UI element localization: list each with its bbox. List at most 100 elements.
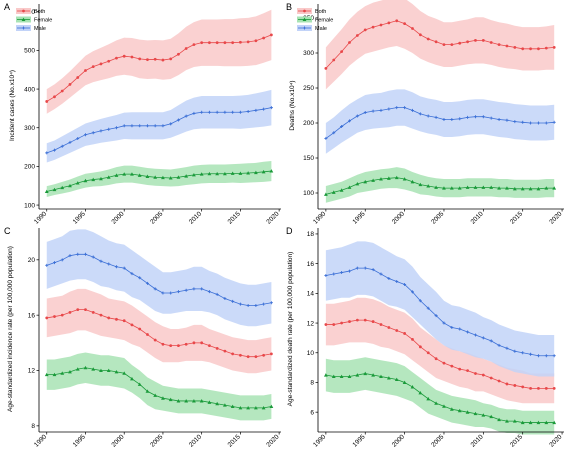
x-tick-label: 2020 [265,433,280,448]
point-both [238,353,242,357]
point-female [520,420,525,425]
x-tick-label: 1990 [312,433,327,448]
point-female [465,410,470,414]
point-female [442,404,446,408]
y-tick-label: 18 [307,231,315,238]
point-female [402,177,407,181]
point-both [458,41,462,45]
point-female [99,368,103,373]
point-female [106,368,111,373]
point-both [107,316,111,320]
point-female [122,371,127,375]
point-both [513,384,517,387]
point-both [426,351,430,355]
point-male [130,124,134,128]
point-female [481,413,486,417]
point-both [146,58,149,62]
point-male [254,108,258,112]
point-male [332,131,336,135]
point-female [114,369,119,374]
point-both [552,46,556,49]
point-male [403,282,407,286]
point-female [457,186,462,190]
point-both [395,329,399,332]
point-both [231,41,235,45]
point-both [138,57,142,61]
point-both [544,46,548,50]
point-female [246,405,251,410]
x-tick-label: 2005 [149,433,164,448]
point-male [130,272,134,276]
legend: Both Female Male [297,8,333,32]
point-male [497,118,501,121]
point-both [192,341,196,345]
point-both [340,321,344,325]
point-female [130,172,134,176]
point-both [442,43,446,46]
y-axis-title: Deaths (No.x10⁴) [289,80,296,130]
point-both [84,308,87,312]
point-female [246,171,251,175]
point-male [410,108,414,112]
point-male [45,151,49,155]
point-both [215,346,219,350]
point-both [53,315,56,318]
band-both [325,0,555,90]
point-female [505,186,509,190]
point-both [254,39,258,43]
y-tick-label: 100 [303,190,314,197]
legend-label-male: Male [34,26,46,32]
point-female [75,181,80,185]
point-female [161,175,165,180]
point-female [331,190,336,194]
point-male [83,133,87,137]
point-female [168,397,173,402]
y-tick-label: 20 [28,257,36,264]
point-male [223,297,227,301]
point-female [161,396,165,400]
x-tick-label: 2020 [548,433,563,448]
point-female [418,182,423,187]
point-male [114,265,118,269]
point-male [505,118,509,122]
point-male [552,120,556,124]
point-male [99,259,103,263]
point-female [230,171,235,175]
x-tick-label: 2015 [509,210,524,225]
x-tick-label: 2010 [470,210,485,225]
point-both [254,355,258,359]
point-male [169,291,173,295]
point-male [60,258,64,262]
point-male [176,118,180,122]
point-female [184,174,189,178]
point-both [387,326,391,329]
point-female [544,420,549,425]
point-both [411,337,414,341]
point-male [513,120,517,124]
point-both [60,313,64,317]
point-female [184,399,189,403]
point-male [122,124,126,128]
y-tick-label: 150 [303,155,314,162]
point-female [386,376,391,380]
point-female [536,186,541,191]
point-male [161,291,165,295]
point-female [347,185,352,189]
point-female [394,175,399,180]
point-male [324,136,328,140]
point-both [340,50,344,53]
x-tick-label: 2015 [509,433,524,448]
point-male [262,302,266,306]
x-tick-label: 2000 [110,433,125,448]
point-male [544,121,548,125]
point-male [347,269,351,273]
point-male [76,137,80,141]
point-both [223,349,227,353]
point-male [450,118,454,121]
point-both [434,40,438,44]
point-male [91,131,95,135]
point-male [200,110,204,114]
band-both [325,297,555,404]
y-tick-label: 16 [28,312,36,319]
